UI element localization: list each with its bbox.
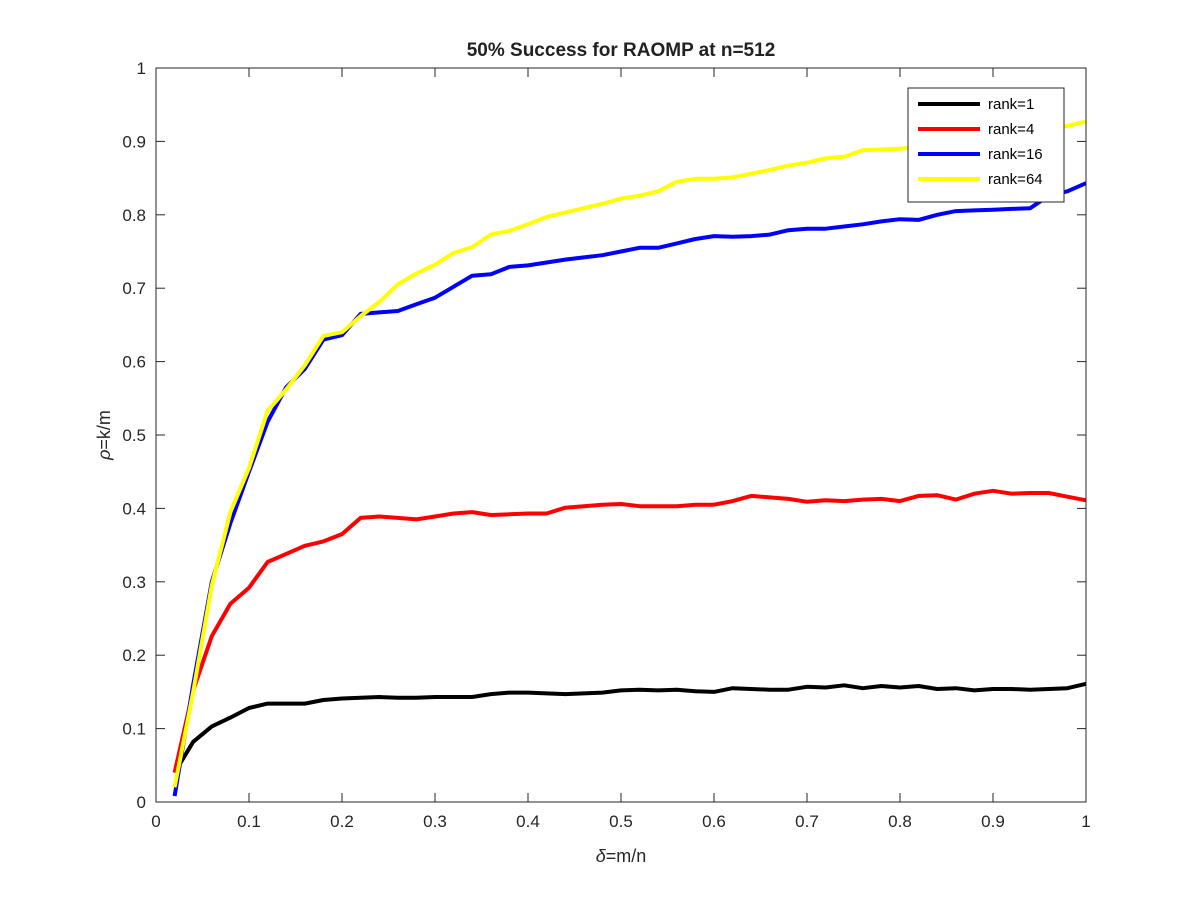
axes-layer: 0 0.1 0.2 0.3 0.4 0.5 0.6 0.7 0.8 0.9 1 0 0.1 0.2 0.3 0…: [122, 59, 1090, 831]
y-tick-label: 0: [137, 793, 146, 812]
x-axis-text: =m/n: [606, 846, 647, 866]
y-tick-label: 0.7: [122, 279, 146, 298]
x-tick-label: 0.5: [609, 812, 633, 831]
x-tick-label: 0: [151, 812, 160, 831]
y-tick-label: 1: [137, 59, 146, 78]
x-tick-label: 0.7: [795, 812, 819, 831]
x-tick-label: 0.2: [330, 812, 354, 831]
x-tick-label: 0.9: [981, 812, 1005, 831]
x-tick-label: 0.4: [516, 812, 540, 831]
y-tick-label: 0.5: [122, 426, 146, 445]
series-line-rank-4: [172, 488, 1087, 774]
y-axis-symbol: ρ: [94, 450, 114, 461]
x-axis-label: δ=m/n: [596, 846, 647, 866]
x-axis-symbol: δ: [596, 846, 607, 866]
series-line-rank-1: [172, 681, 1087, 774]
x-tick-label: 1: [1081, 812, 1090, 831]
y-tick-label: 0.8: [122, 206, 146, 225]
y-axis-label: ρ=k/m: [94, 410, 114, 461]
y-tick-label: 0.3: [122, 573, 146, 592]
series-line-rank-16: [172, 181, 1087, 797]
y-tick-label: 0.2: [122, 646, 146, 665]
legend-label: rank=64: [988, 171, 1043, 188]
y-axis-text: =k/m: [94, 410, 114, 450]
x-tick-label: 0.6: [702, 812, 726, 831]
legend-label: rank=16: [988, 146, 1043, 163]
legend-box: [907, 87, 1065, 203]
x-tick-label: 0.8: [888, 812, 912, 831]
legend-label: rank=1: [988, 96, 1034, 113]
y-tick-label: 0.9: [122, 132, 146, 151]
legend-label: rank=4: [988, 121, 1034, 138]
chart-title: 50% Success for RAOMP at n=512: [467, 40, 776, 61]
x-tick-label: 0.3: [423, 812, 447, 831]
legend: rank=1 rank=4 rank=16 rank=64: [907, 87, 1065, 203]
x-tick-label: 0.1: [237, 812, 261, 831]
y-tick-label: 0.1: [122, 720, 146, 739]
y-tick-label: 0.4: [122, 499, 146, 518]
y-tick-label: 0.6: [122, 353, 146, 372]
